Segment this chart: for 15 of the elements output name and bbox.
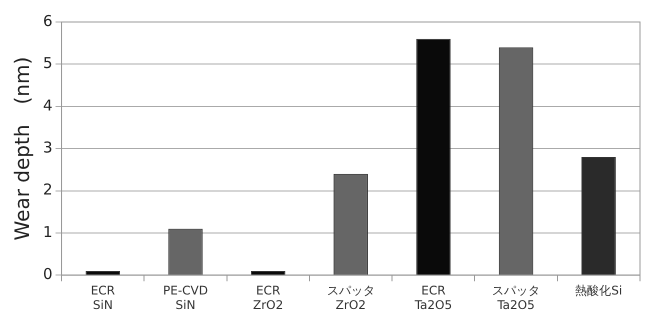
y-tick-label: 5: [42, 54, 53, 72]
x-tick-label: ECR Ta2O5: [414, 284, 452, 312]
x-tick-label: PE-CVD SiN: [163, 284, 208, 312]
x-tick-label: ECR SiN: [90, 284, 116, 312]
x-tick-label: スパッタ ZrO2: [326, 284, 375, 312]
y-tick-label: 2: [42, 180, 53, 199]
y-tick-label: 4: [42, 96, 53, 114]
y-axis-title: Wear depth (nm): [10, 56, 34, 240]
x-tick-label: ECR ZrO2: [253, 284, 284, 312]
y-tick-label: 6: [42, 12, 53, 30]
y-tick-label: 1: [42, 222, 53, 241]
y-tick-label: 3: [42, 138, 53, 156]
y-tick-label: 0: [42, 265, 53, 284]
x-tick-label: スパッタ Ta2O5: [492, 284, 540, 312]
x-tick-label: 熱酸化Si: [575, 284, 622, 298]
